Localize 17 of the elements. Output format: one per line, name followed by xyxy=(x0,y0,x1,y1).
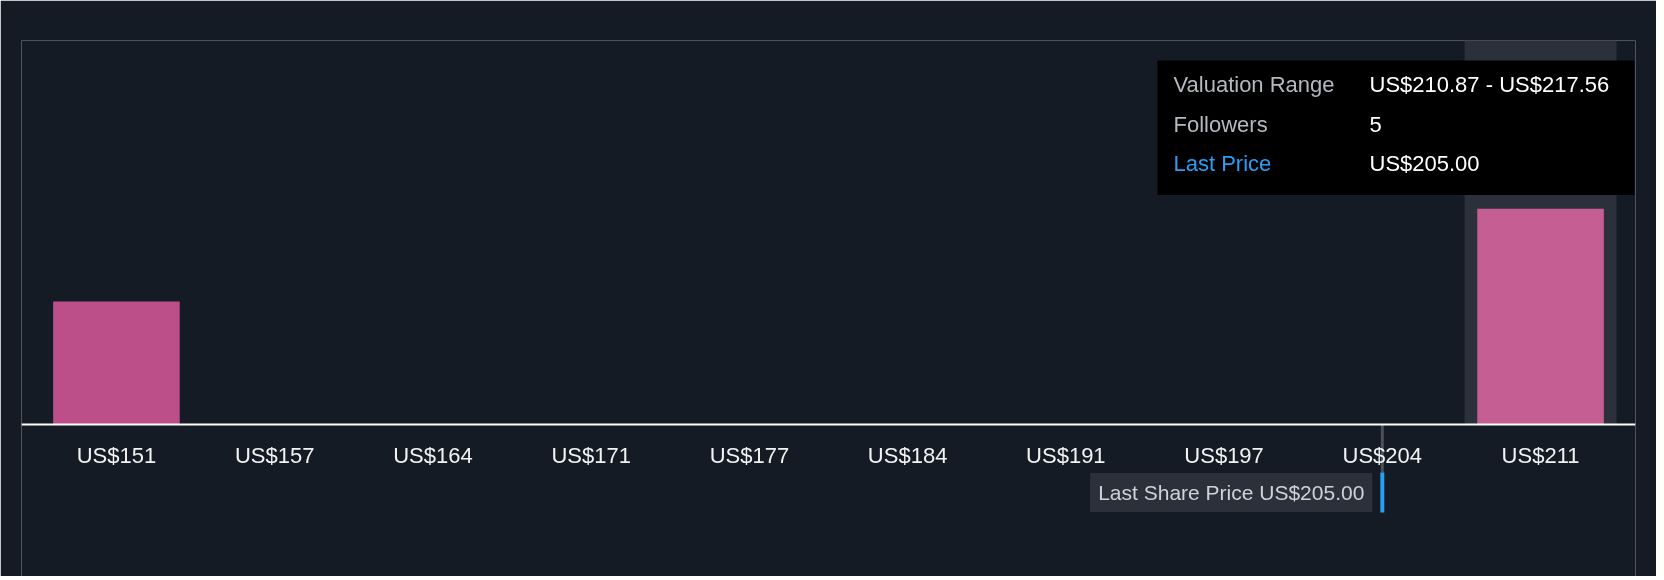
text: US$210.87 - US$217.56 xyxy=(1369,72,1610,97)
x-tick-label: US$191 xyxy=(1026,442,1106,468)
x-tick-label: US$211 xyxy=(1501,442,1580,468)
x-tick-label: US$197 xyxy=(1184,442,1264,468)
x-tick-label: US$171 xyxy=(551,442,631,468)
text: Followers xyxy=(1173,111,1268,137)
x-tick-label: US$157 xyxy=(234,442,315,468)
x-tick-label: US$204 xyxy=(1342,442,1423,468)
text: US$205.00 xyxy=(1369,151,1480,176)
x-tick-label: US$177 xyxy=(709,442,790,468)
x-tick-label: US$184 xyxy=(867,442,948,468)
x-tick-label: US$151 xyxy=(76,442,157,468)
ref-line-label: Last Share Price US$205.00 xyxy=(1098,481,1365,504)
text: Last Price xyxy=(1173,151,1272,176)
text: Valuation Range xyxy=(1173,72,1335,97)
text: 5 xyxy=(1369,111,1382,137)
x-tick-label: US$164 xyxy=(393,442,473,468)
